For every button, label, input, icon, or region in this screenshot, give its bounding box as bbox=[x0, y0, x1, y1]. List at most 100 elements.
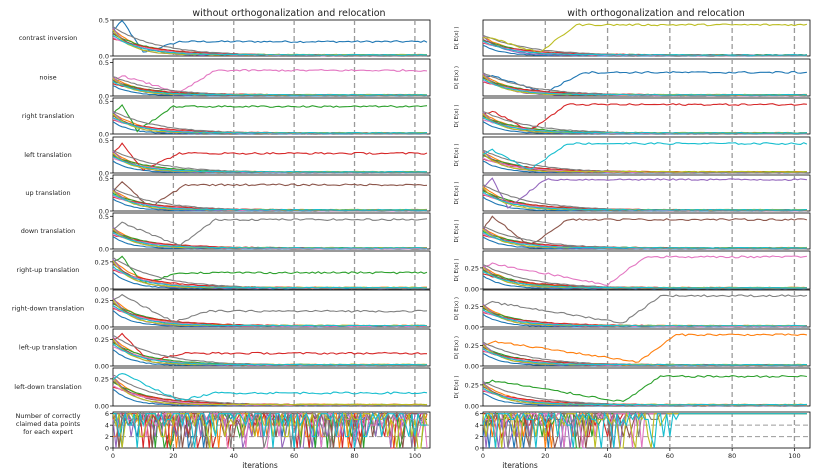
right-x-tick-label: 40 bbox=[603, 452, 611, 460]
y-axis-label: D( E(x) ) bbox=[454, 181, 460, 204]
series-line bbox=[112, 304, 428, 327]
y-tick-label: 0.0 bbox=[99, 246, 109, 254]
right-x-tick-label: 80 bbox=[728, 452, 736, 460]
y-axis-label: D( E(x) ) bbox=[454, 336, 460, 359]
y-axis-label: D( E(x) ) bbox=[454, 219, 460, 242]
y-tick-label: 0.5 bbox=[99, 175, 109, 183]
series-line bbox=[482, 78, 807, 96]
series-line bbox=[112, 218, 428, 247]
row-label-line: claimed data points bbox=[16, 420, 81, 428]
series-line bbox=[112, 68, 428, 93]
series-line bbox=[482, 116, 807, 134]
y-tick-label: 0.0 bbox=[99, 93, 109, 101]
left-panel-row-1: 0.0 0.5 bbox=[99, 58, 431, 101]
series-line bbox=[112, 156, 428, 173]
y-tick-label: 0.0 bbox=[99, 208, 109, 216]
series-line bbox=[112, 103, 428, 133]
left-panel-row-3: 0.0 0.5 bbox=[99, 136, 431, 178]
series-line bbox=[482, 142, 808, 170]
y-tick-label: 0 bbox=[105, 445, 109, 453]
series-line bbox=[482, 255, 807, 287]
right-panel-row-3: D( E(x) ) bbox=[454, 136, 811, 174]
y-tick-label: 0.00 bbox=[465, 363, 479, 371]
y-axis-label: D( E(x) ) bbox=[454, 26, 460, 49]
y-tick-label: 0.25 bbox=[95, 375, 109, 383]
y-tick-label: 6 bbox=[105, 410, 109, 418]
right-panel-title: with orthogonalization and relocation bbox=[567, 8, 745, 19]
right-panel-row-1: D( E(x) ) bbox=[454, 58, 811, 97]
y-axis-label: D( E(x) ) bbox=[454, 143, 460, 166]
row-label-4: up translation bbox=[25, 189, 70, 197]
y-tick-label: 0.00 bbox=[465, 403, 479, 411]
right-panel-row-6: 0.00 0.25 D( E(x) ) bbox=[454, 250, 811, 294]
right-panel-frame bbox=[482, 212, 811, 250]
row-label-9: left-down translation bbox=[14, 383, 81, 391]
left-panel-title: without orthogonalization and relocation bbox=[192, 8, 385, 19]
series-line bbox=[112, 332, 427, 362]
left-x-tick-label: 20 bbox=[169, 452, 177, 460]
left-panel-frame bbox=[112, 58, 431, 97]
left-panel-row-2: 0.0 0.5 bbox=[99, 97, 431, 139]
right-x-tick-label: 0 bbox=[481, 452, 485, 460]
y-tick-label: 0.25 bbox=[95, 258, 109, 266]
bottom-ticks: 0 20 40 60 80 100 0 20 40 60 80 100 bbox=[111, 448, 801, 460]
left-panel-row-4: 0.0 0.5 bbox=[99, 174, 431, 216]
left-panel-frame bbox=[112, 97, 431, 135]
series-line bbox=[112, 411, 428, 449]
series-line bbox=[482, 191, 807, 211]
y-tick-label: 0.0 bbox=[99, 53, 109, 61]
series-line bbox=[112, 34, 427, 56]
series-line bbox=[482, 294, 808, 324]
y-axis-label: D( E(x) ) bbox=[454, 66, 460, 89]
y-tick-label: 0.25 bbox=[95, 297, 109, 305]
right-x-axis-label: iterations bbox=[502, 461, 538, 470]
y-tick-label: 0 bbox=[475, 445, 479, 453]
left-panel-row-9: 0.00 0.25 bbox=[95, 367, 431, 411]
y-axis-label: D( E(x) ) bbox=[454, 375, 460, 398]
row-label-5: down translation bbox=[21, 227, 76, 235]
series-line bbox=[112, 343, 428, 366]
y-tick-label: 0.5 bbox=[99, 137, 109, 145]
series-line bbox=[482, 411, 807, 449]
left-x-tick-label: 100 bbox=[409, 452, 421, 460]
series-line bbox=[482, 152, 807, 173]
row-label-6: right-up translation bbox=[17, 266, 80, 274]
series-line bbox=[113, 411, 427, 449]
row-label-10: Number of correctly claimed data points fo… bbox=[16, 412, 81, 436]
right-x-tick-label: 100 bbox=[788, 452, 800, 460]
y-tick-label: 2 bbox=[105, 433, 109, 441]
row-label-1: noise bbox=[39, 74, 56, 82]
series-line bbox=[482, 177, 807, 209]
series-line bbox=[482, 271, 807, 289]
row-label-line: for each expert bbox=[23, 428, 73, 436]
left-panel-row-6: 0.00 0.25 bbox=[95, 250, 431, 294]
left-x-axis-label: iterations bbox=[242, 461, 278, 470]
y-tick-label: 0.5 bbox=[99, 213, 109, 221]
left-x-tick-label: 40 bbox=[230, 452, 238, 460]
series-line bbox=[112, 142, 428, 171]
y-tick-label: 0.00 bbox=[95, 403, 109, 411]
left-panel-row-5: 0.0 0.5 bbox=[99, 212, 431, 254]
right-panel-frame bbox=[482, 367, 811, 407]
right-panel-row-8: 0.00 0.25 D( E(x) ) bbox=[454, 328, 811, 371]
y-tick-label: 0.25 bbox=[465, 342, 479, 350]
series-line bbox=[112, 81, 428, 96]
y-tick-label: 0.25 bbox=[95, 336, 109, 344]
series-line bbox=[482, 387, 807, 406]
left-panel-row-0: 0.0 0.5 bbox=[99, 17, 431, 61]
series-line bbox=[112, 181, 428, 209]
y-tick-label: 0.00 bbox=[95, 363, 109, 371]
y-tick-label: 0.00 bbox=[95, 286, 109, 294]
y-tick-label: 0.5 bbox=[99, 59, 109, 67]
y-tick-label: 6 bbox=[475, 410, 479, 418]
y-tick-label: 0.5 bbox=[99, 98, 109, 106]
left-x-tick-label: 80 bbox=[350, 452, 358, 460]
y-tick-label: 0.5 bbox=[99, 17, 109, 25]
y-tick-label: 0.25 bbox=[465, 264, 479, 272]
right-panel-row-10: 0 2 4 6 bbox=[475, 410, 811, 453]
y-tick-label: 0.00 bbox=[465, 324, 479, 332]
series-line bbox=[112, 19, 428, 53]
row-label-3: left translation bbox=[24, 151, 72, 159]
